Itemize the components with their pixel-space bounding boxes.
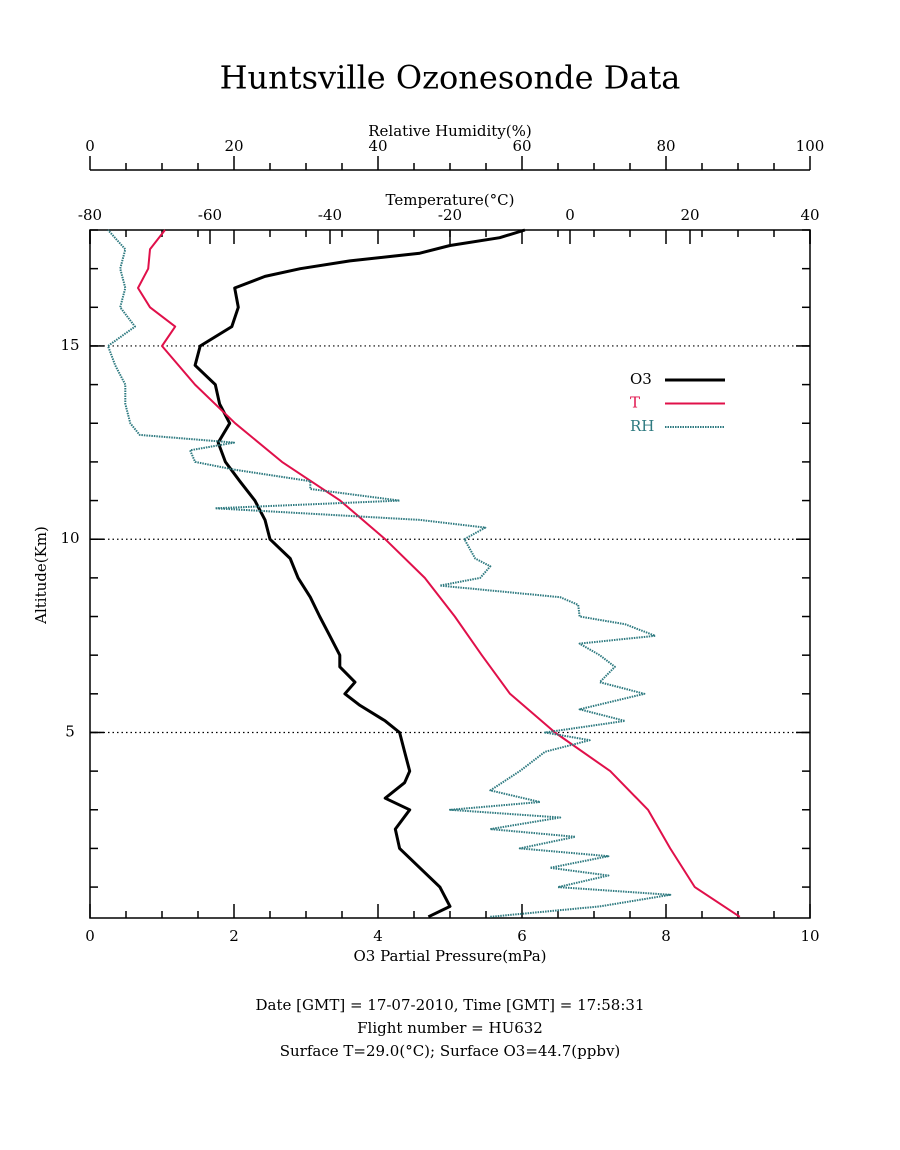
x-axis-label: O3 Partial Pressure(mPa) (353, 947, 546, 965)
chart-title: Huntsville Ozonesonde Data (220, 59, 681, 97)
footer-line: Flight number = HU632 (357, 1019, 543, 1037)
plot-frame (89, 229, 811, 919)
x-tick-label: 2 (229, 927, 239, 945)
legend-label: T (630, 394, 640, 412)
x-tick-label: 6 (517, 927, 527, 945)
x2-tick-label: -40 (318, 206, 342, 224)
footer-line: Date [GMT] = 17-07-2010, Time [GMT] = 17… (255, 996, 644, 1014)
x3-tick-label: 40 (368, 137, 387, 155)
x3-tick-label: 0 (85, 137, 95, 155)
x2-axis-label: Temperature(°C) (386, 191, 515, 209)
x3-tick-label: 20 (224, 137, 243, 155)
y-axis-label: Altitude(Km) (32, 526, 50, 625)
x3-tick-label: 80 (656, 137, 675, 155)
x2-tick-label: 0 (565, 206, 575, 224)
x-tick-label: 8 (661, 927, 671, 945)
legend-label: O3 (630, 370, 652, 388)
series-line (137, 229, 741, 918)
x2-tick-label: -20 (438, 206, 462, 224)
footer-line: Surface T=29.0(°C); Surface O3=44.7(ppbv… (280, 1042, 621, 1060)
series-line (107, 229, 672, 918)
x3-axis-label: Relative Humidity(%) (368, 122, 531, 140)
x3-tick-label: 60 (512, 137, 531, 155)
legend-label: RH (630, 417, 654, 435)
y-tick-label: 15 (60, 336, 79, 354)
x2-tick-label: 40 (800, 206, 819, 224)
y-tick-label: 5 (65, 722, 75, 740)
y-tick-label: 10 (60, 529, 79, 547)
x-tick-label: 0 (85, 927, 95, 945)
x3-tick-label: 100 (796, 137, 825, 155)
x2-tick-label: -80 (78, 206, 102, 224)
x-tick-label: 4 (373, 927, 383, 945)
x-tick-label: 10 (800, 927, 819, 945)
x2-tick-label: 20 (680, 206, 699, 224)
series-line (193, 228, 526, 919)
x2-tick-label: -60 (198, 206, 222, 224)
